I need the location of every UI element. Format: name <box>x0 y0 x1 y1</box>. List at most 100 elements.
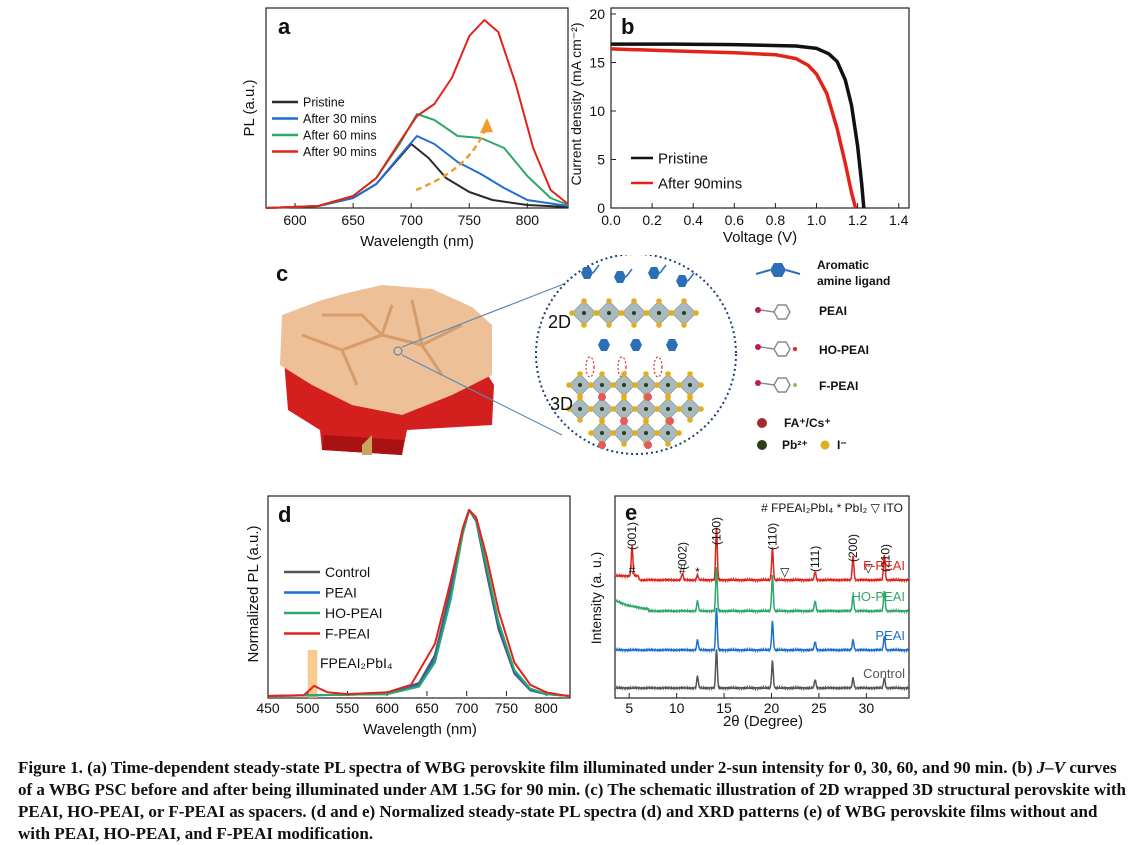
panel-b-ticks: 0.0 0.2 0.4 0.6 0.8 1.0 1.2 1.4 0 5 10 15 20 <box>589 6 908 228</box>
lead-atom <box>622 431 626 435</box>
lead-atom <box>582 311 586 315</box>
x-tick-label: 650 <box>415 700 439 716</box>
peai-molecule-icon <box>755 304 791 320</box>
x-tick-label: 0.8 <box>766 212 786 228</box>
iodide-atom <box>566 382 572 388</box>
panel-d-x-ticks: 450 500 550 600 650 700 750 800 <box>256 691 558 716</box>
interaction-highlight <box>653 356 663 378</box>
peak-label: (002) <box>675 542 689 570</box>
iodide-atom <box>654 382 660 388</box>
panel-d-chart: d 450 500 550 600 650 700 750 800 Control PEAI HO… <box>245 495 571 738</box>
panel-d-letter: d <box>278 502 291 527</box>
f-peai-molecule-icon <box>755 377 797 393</box>
iodide-atom <box>698 406 704 412</box>
panel-a-chart: a 600 650 700 750 800 Pristine After 30 mins A… <box>241 7 569 250</box>
xrd-marker: * <box>695 565 700 579</box>
lattice-illustration <box>566 264 704 449</box>
panel-b-lines <box>610 42 866 209</box>
y-tick-label: 10 <box>589 103 605 119</box>
lead-atom <box>578 407 582 411</box>
panel-e-markers: # # * ▽ ▽ <box>629 561 874 579</box>
caption-jv: J–V <box>1036 758 1066 777</box>
panel-e-x-label: 2θ (Degree) <box>723 713 803 730</box>
iodide-atom <box>643 371 649 377</box>
x-tick-label: 15 <box>716 700 732 716</box>
iodide-atom <box>606 322 612 328</box>
figure-caption: Figure 1. (a) Time-dependent steady-stat… <box>18 757 1128 845</box>
interaction-highlight <box>617 356 627 378</box>
legend-label-ho-peai: HO-PEAI <box>325 605 383 621</box>
x-tick-label: 20 <box>764 700 780 716</box>
panel-a-frame <box>265 7 569 209</box>
panel-e-series-labels: F-PEAI HO-PEAI PEAI Control <box>852 558 906 681</box>
fa-cs-cation <box>644 441 652 449</box>
label-3d: 3D <box>550 394 573 414</box>
legend-label-pristine: Pristine <box>658 150 708 167</box>
lead-atom <box>657 311 661 315</box>
panel-b-chart: b 0.0 0.2 0.4 0.6 0.8 1.0 1.2 1.4 0 5 10 15 20 Prist… <box>568 6 910 246</box>
lead-atom <box>666 407 670 411</box>
legend-label-pristine: Pristine <box>303 95 345 109</box>
ligand-tail <box>687 272 695 282</box>
y-tick-label: 0 <box>597 200 605 216</box>
peak-label: (200) <box>846 534 860 562</box>
panel-b-frame <box>610 7 910 209</box>
x-tick-label: 700 <box>455 700 479 716</box>
aromatic-ligand <box>648 267 660 279</box>
series-label-f-peai: F-PEAI <box>863 558 905 573</box>
lead-atom <box>644 431 648 435</box>
x-tick-label: 0.2 <box>642 212 662 228</box>
iodide-atom <box>610 382 616 388</box>
lead-atom <box>682 311 686 315</box>
panel-e-letter: e <box>625 500 637 525</box>
iodide-atom <box>665 441 671 447</box>
iodide-atom <box>599 371 605 377</box>
panel-e-lines <box>614 527 910 692</box>
iodide-atom <box>599 419 605 425</box>
panel-a-arrow-head <box>480 118 493 133</box>
peak-label: (001) <box>625 522 639 550</box>
x-tick-label: 25 <box>811 700 827 716</box>
iodide-atom <box>676 430 682 436</box>
fa-cs-cation <box>666 417 674 425</box>
panel-e-peak-labels: (001) (002) (100) (110) (111) (200) (210) <box>625 517 892 572</box>
legend-label-control: Control <box>325 564 370 580</box>
pb-ion-icon <box>757 440 767 450</box>
iodide-atom <box>577 395 583 401</box>
iodide-atom <box>621 441 627 447</box>
lead-atom <box>688 383 692 387</box>
panel-e-legend-text: # FPEAI₂PbI₄ * PbI₂ ▽ ITO <box>761 501 903 515</box>
lead-atom <box>578 383 582 387</box>
iodide-atom <box>619 310 625 316</box>
iodide-atom <box>654 430 660 436</box>
panel-a-trend-arrow <box>415 129 487 192</box>
iodide-atom <box>698 382 704 388</box>
panel-c-legend: Aromatic amine ligand PEAI HO-PEAI F-PEA… <box>755 258 890 452</box>
lead-atom <box>666 383 670 387</box>
iodide-atom <box>644 310 650 316</box>
panel-a-letter: a <box>278 14 291 39</box>
iodide-atom <box>665 395 671 401</box>
fa-cs-cation <box>598 441 606 449</box>
lead-atom <box>600 383 604 387</box>
legend-fa-cs: FA⁺/Cs⁺ <box>784 416 831 430</box>
xrd-marker: ▽ <box>864 561 874 575</box>
iodide-atom <box>654 406 660 412</box>
iodide-atom <box>656 298 662 304</box>
panel-d-annotation: FPEAI₂PbI₄ <box>320 655 393 671</box>
legend-aromatic-ligand-1: Aromatic <box>817 258 869 272</box>
series-label-peai: PEAI <box>875 628 905 643</box>
xrd-marker: # <box>629 563 636 577</box>
x-tick-label: 1.2 <box>848 212 868 228</box>
x-tick-label: 750 <box>495 700 519 716</box>
x-tick-label: 550 <box>336 700 360 716</box>
fa-cs-cation <box>598 393 606 401</box>
x-tick-label: 10 <box>669 700 685 716</box>
legend-iodide: I⁻ <box>837 438 847 452</box>
iodide-atom <box>631 322 637 328</box>
ho-peai-molecule-icon <box>755 341 797 357</box>
iodide-atom <box>632 430 638 436</box>
legend-label-peai: PEAI <box>325 584 357 600</box>
legend-peai: PEAI <box>819 304 847 318</box>
iodide-atom <box>588 406 594 412</box>
